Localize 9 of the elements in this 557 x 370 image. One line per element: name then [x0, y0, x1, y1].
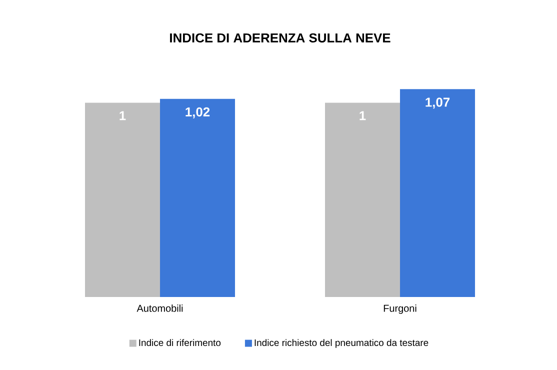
legend-label: Indice richiesto del pneumatico da testare	[254, 339, 428, 348]
chart-title: INDICE DI ADERENZA SULLA NEVE	[170, 33, 390, 42]
legend-label: Indice di riferimento	[139, 339, 221, 346]
x-tick-label: Furgoni	[384, 304, 416, 314]
data-label: 1	[360, 111, 366, 120]
data-label: 1,07	[426, 98, 450, 109]
data-label: 1	[120, 111, 126, 120]
data-label: 1,02	[186, 107, 210, 118]
x-tick-label: Automobili	[136, 304, 183, 312]
